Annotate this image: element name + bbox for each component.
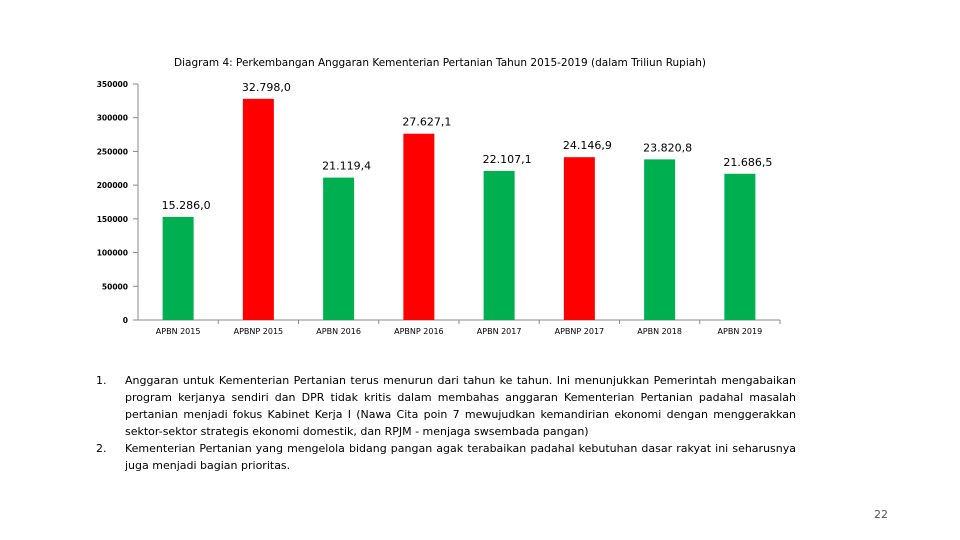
y-tick-label: 250000 (97, 147, 128, 156)
data-label: 24.146,9 (563, 139, 612, 152)
bar (483, 170, 515, 320)
y-tick-label: 300000 (97, 114, 128, 123)
data-label: 15.286,0 (162, 199, 211, 212)
y-tick-label: 50000 (102, 282, 128, 291)
y-axis-ticks: 0 50000 100000 150000 200000 250000 300000 3500… (97, 80, 138, 325)
note-item: 2. Kementerian Pertanian yang mengelola … (96, 440, 796, 474)
x-tick-label: APBN 2015 (156, 327, 201, 336)
bar (563, 157, 595, 320)
bar (242, 98, 274, 320)
x-tick-label: APBN 2019 (718, 327, 763, 336)
y-tick-label: 200000 (97, 181, 128, 190)
bar (403, 133, 435, 320)
bar (162, 216, 194, 320)
x-axis-labels: APBN 2015 APBNP 2015 APBN 2016 APBNP 2016 AP… (156, 327, 762, 336)
bar (644, 159, 676, 320)
notes-list: 1. Anggaran untuk Kementerian Pertanian … (96, 372, 796, 474)
note-number: 2. (96, 442, 107, 455)
y-tick-label: 0 (123, 316, 128, 325)
note-text: Anggaran untuk Kementerian Pertanian ter… (125, 374, 796, 438)
data-label: 23.820,8 (643, 141, 692, 154)
y-tick-label: 350000 (97, 80, 128, 89)
data-label: 22.107,1 (483, 153, 532, 166)
bar (724, 173, 756, 320)
x-tick-label: APBNP 2017 (555, 327, 605, 336)
y-tick-label: 150000 (97, 215, 128, 224)
note-text: Kementerian Pertanian yang mengelola bid… (125, 442, 796, 472)
data-labels: 15.286,0 32.798,0 21.119,4 27.627,1 22.107,1… (162, 81, 773, 212)
y-tick-label: 100000 (97, 249, 128, 258)
data-label: 21.119,4 (322, 160, 371, 173)
data-label: 27.627,1 (402, 116, 451, 129)
x-tick-label: APBN 2016 (316, 327, 361, 336)
x-tick-label: APBNP 2016 (394, 327, 444, 336)
bar-chart: Diagram 4: Perkembangan Anggaran Kemente… (97, 57, 781, 336)
chart-title: Diagram 4: Perkembangan Anggaran Kemente… (174, 57, 706, 69)
bar-series (162, 98, 781, 324)
note-number: 1. (96, 374, 107, 387)
data-label: 32.798,0 (242, 81, 291, 94)
page-number: 22 (874, 508, 888, 521)
bar (323, 177, 355, 320)
note-item: 1. Anggaran untuk Kementerian Pertanian … (96, 372, 796, 440)
data-label: 21.686,5 (723, 156, 772, 169)
x-tick-label: APBN 2018 (637, 327, 682, 336)
x-tick-label: APBNP 2015 (234, 327, 284, 336)
x-tick-label: APBN 2017 (477, 327, 522, 336)
